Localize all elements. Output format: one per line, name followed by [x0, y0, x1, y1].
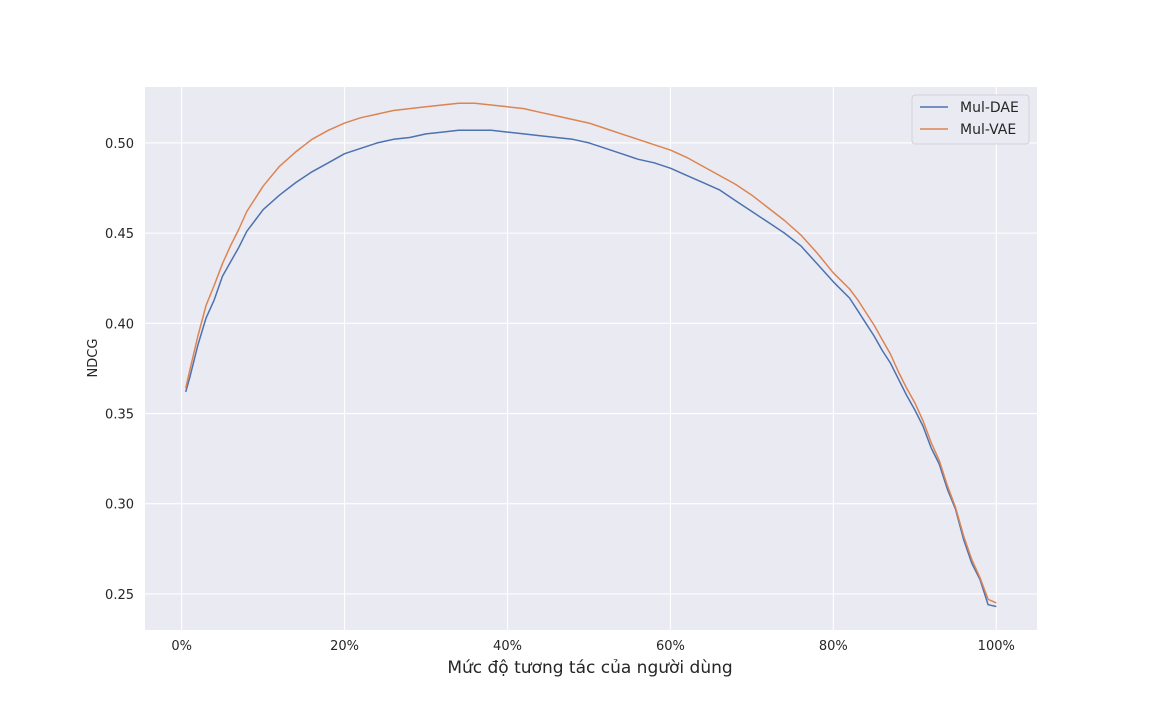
grid-lines — [145, 87, 1037, 630]
x-tick-label: 0% — [171, 639, 192, 654]
y-tick-label: 0.50 — [105, 137, 134, 152]
y-tick-label: 0.30 — [105, 498, 134, 513]
legend-label-mul-dae: Mul-DAE — [960, 100, 1019, 116]
y-tick-label: 0.35 — [105, 408, 134, 423]
series-line-mul-dae — [184, 129, 997, 608]
plot-area — [145, 87, 1037, 630]
x-tick-label: 60% — [656, 639, 685, 654]
x-tick-label: 40% — [493, 639, 522, 654]
legend: Mul-DAE Mul-VAE — [911, 94, 1030, 145]
series-line-mul-vae — [184, 102, 997, 604]
x-tick-label: 20% — [330, 639, 359, 654]
x-axis-label: Mức độ tương tác của người dùng — [447, 658, 732, 678]
y-tick-label: 0.45 — [105, 227, 134, 242]
x-tick-label: 80% — [819, 639, 848, 654]
x-tick-label: 100% — [978, 639, 1015, 654]
y-tick-label: 0.25 — [105, 588, 134, 603]
legend-label-mul-vae: Mul-VAE — [960, 122, 1016, 138]
x-tick-labels: 0% 20% 40% 60% 80% 100% — [171, 639, 1015, 654]
y-tick-labels: 0.25 0.30 0.35 0.40 0.45 0.50 — [105, 137, 134, 603]
y-axis-label: NDCG — [86, 339, 101, 378]
y-tick-label: 0.40 — [105, 317, 134, 332]
series-lines — [184, 102, 997, 608]
